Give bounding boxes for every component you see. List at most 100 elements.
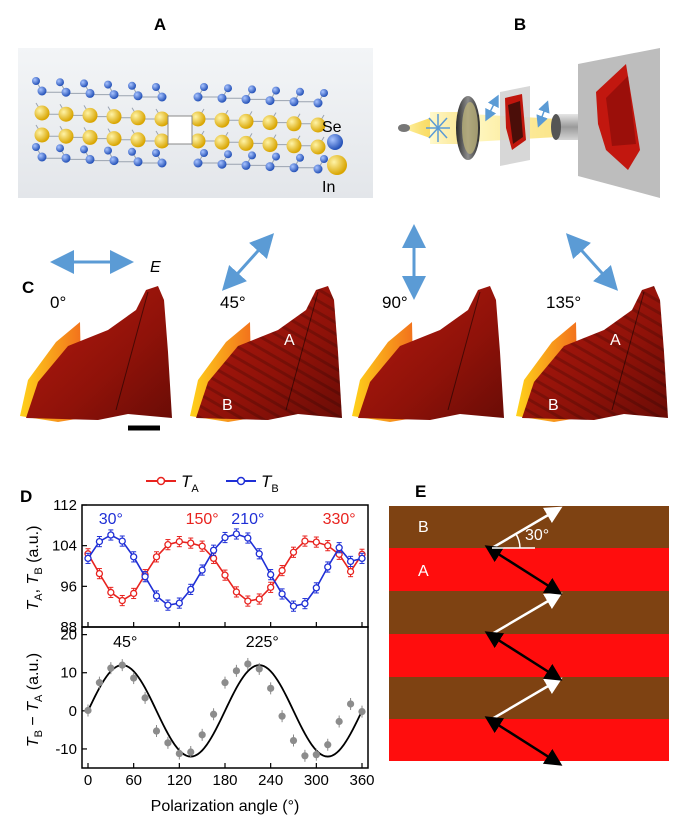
flake-image-1 xyxy=(20,286,172,422)
data-point-T_B xyxy=(289,602,298,610)
data-point-difference xyxy=(130,674,138,682)
in-legend-atom xyxy=(327,155,347,175)
data-point-difference xyxy=(301,752,309,760)
flake-body xyxy=(358,286,504,420)
data-point-difference xyxy=(255,665,263,673)
y-tick-label: 88 xyxy=(60,619,77,636)
se-atom xyxy=(289,97,299,107)
x-tick-label: 180 xyxy=(212,772,237,789)
data-point-T_A xyxy=(164,541,172,549)
se-atom xyxy=(56,144,64,153)
se-atom xyxy=(320,89,328,97)
angle-arc xyxy=(515,533,521,549)
data-point-T_A xyxy=(152,553,161,561)
data-point-T_B xyxy=(141,573,149,581)
se-atom xyxy=(193,92,203,102)
angle-label: 90° xyxy=(382,293,408,312)
domain-a-polarization-arrow-2 xyxy=(484,631,563,681)
se-atom xyxy=(296,87,304,96)
panel-e: E B A 30° xyxy=(389,482,669,766)
data-point-difference xyxy=(289,736,298,745)
in-atom xyxy=(106,109,122,125)
bottom-plot: -10 0 10 20 0 60 120 180 240 300 360 45° 225° xyxy=(55,627,374,789)
in-atom xyxy=(238,113,254,129)
se-atom xyxy=(265,96,275,106)
data-point-difference xyxy=(232,667,241,675)
domain-a-band-3 xyxy=(389,719,669,761)
data-point-T_B xyxy=(209,546,218,554)
in-atom xyxy=(82,107,98,123)
peak-annotation: 330° xyxy=(323,511,356,528)
legend-label-tb: TB xyxy=(261,472,279,495)
se-atom xyxy=(80,145,88,154)
in-atom xyxy=(154,111,170,127)
flake-body xyxy=(26,286,172,420)
data-point-difference xyxy=(278,712,286,720)
polarization-arrow-45 xyxy=(221,233,275,291)
panel-a-label: A xyxy=(154,15,166,34)
y-tick-label: 10 xyxy=(60,665,77,682)
domain-a-polarization-arrow-1 xyxy=(484,545,563,595)
panel-a: A Se In xyxy=(18,15,373,198)
se-atom xyxy=(157,158,167,168)
region-label-b: B xyxy=(222,397,233,414)
se-atom xyxy=(217,93,227,103)
angle-label: 0° xyxy=(50,293,66,312)
domain-label-a: A xyxy=(418,563,429,580)
peak-annotation: 225° xyxy=(246,634,279,651)
center-cavity xyxy=(167,115,193,145)
data-point-T_A xyxy=(278,566,286,575)
in-atom xyxy=(58,128,74,144)
objective-icon xyxy=(556,114,584,140)
y-tick-label: 96 xyxy=(60,578,77,595)
data-point-T_A xyxy=(198,542,206,550)
se-atom xyxy=(320,155,328,163)
data-point-T_A xyxy=(289,548,298,556)
flake-image-3 xyxy=(352,286,504,422)
se-atom xyxy=(109,90,119,100)
unpolarized-light-icon xyxy=(426,114,450,142)
se-atom xyxy=(313,164,323,174)
data-point-T_B xyxy=(346,557,355,566)
inse-crystal-structure xyxy=(32,77,328,174)
legend-marker-ta xyxy=(156,476,166,486)
x-tick-label: 360 xyxy=(349,772,374,789)
se-atom xyxy=(104,146,112,155)
data-point-difference xyxy=(358,708,366,716)
data-point-T_B xyxy=(301,599,309,608)
domain-a-polarization-arrow-3 xyxy=(484,716,563,766)
in-atom xyxy=(286,116,302,132)
data-point-difference xyxy=(221,679,229,687)
data-point-T_B xyxy=(130,553,138,561)
top-y-axis-title: TA, TB (a.u.) xyxy=(25,526,45,611)
se-atom xyxy=(265,162,275,172)
se-atom xyxy=(109,156,119,166)
data-point-difference xyxy=(175,749,183,758)
data-point-T_A xyxy=(95,569,104,578)
panel-d: D TA TB 88 96 104 112 30° 150° 210° 330° -10 0 10… xyxy=(20,472,375,815)
se-atom xyxy=(133,91,143,101)
data-point-T_B xyxy=(358,554,366,563)
flake-image-2 xyxy=(190,286,342,422)
data-point-T_B xyxy=(221,533,229,542)
data-point-T_A xyxy=(301,537,309,545)
se-atom xyxy=(296,153,304,162)
domain-a-band-2 xyxy=(389,634,669,677)
data-point-difference xyxy=(209,710,218,718)
region-label-a: A xyxy=(610,332,621,349)
se-atom xyxy=(248,85,256,94)
data-point-T_B xyxy=(278,590,286,598)
se-atom xyxy=(61,87,71,97)
in-atom xyxy=(286,138,302,154)
se-atom xyxy=(272,152,280,161)
y-tick-label: 104 xyxy=(52,538,77,555)
legend-label-ta: TA xyxy=(181,472,199,495)
se-atom xyxy=(248,151,256,160)
domain-a-band-1 xyxy=(389,548,669,591)
data-point-difference xyxy=(198,731,206,739)
data-point-T_A xyxy=(221,571,229,579)
data-point-T_A xyxy=(267,583,275,591)
data-point-difference xyxy=(141,694,149,702)
data-point-T_A xyxy=(175,537,183,546)
data-point-T_A xyxy=(232,588,241,596)
